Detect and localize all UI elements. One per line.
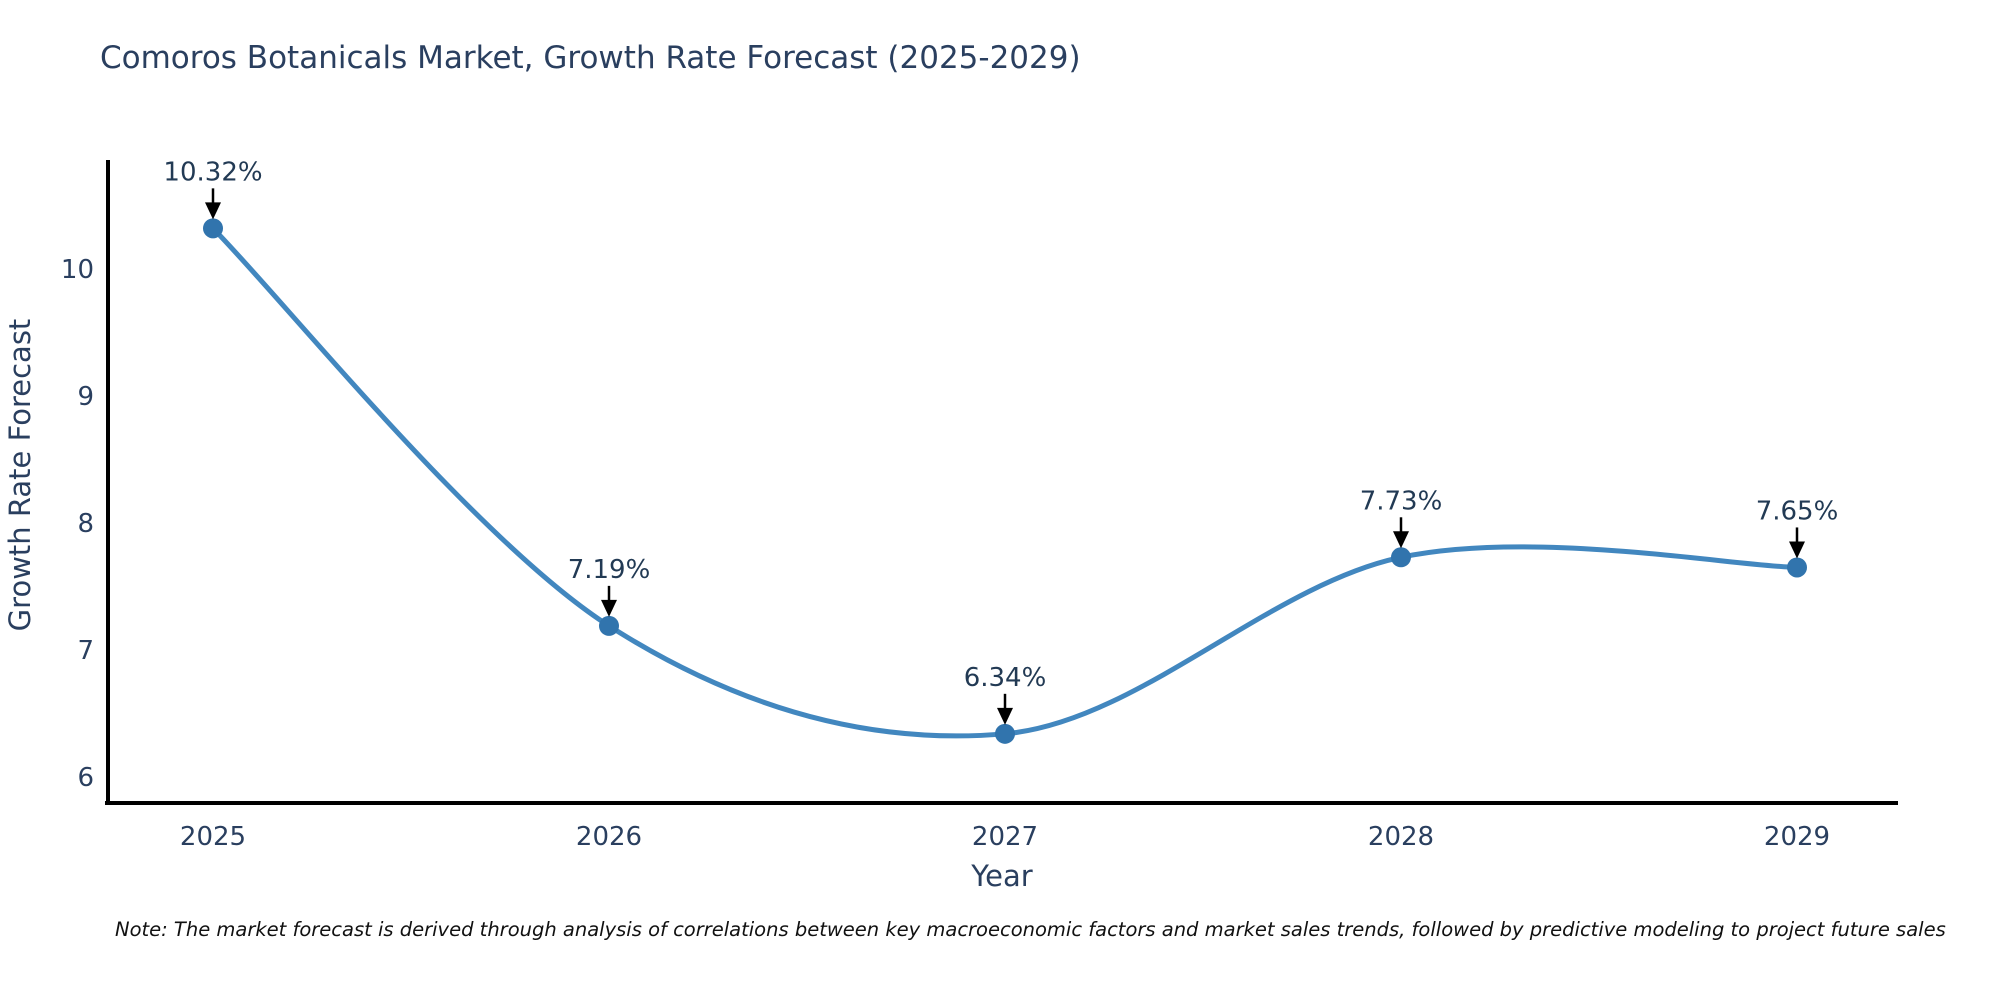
x-tick-label: 2029 <box>1764 822 1830 852</box>
y-tick-label: 9 <box>77 382 94 412</box>
annotation-arrow-head <box>205 202 221 220</box>
data-point-marker <box>203 218 223 239</box>
annotation: 7.65% <box>1756 496 1839 559</box>
annotation-arrow-head <box>601 599 617 617</box>
point-label: 10.32% <box>163 157 262 187</box>
chart-title: Comoros Botanicals Market, Growth Rate F… <box>100 40 1081 76</box>
y-axis-title: Growth Rate Forecast <box>3 319 37 632</box>
x-tick-label: 2026 <box>576 822 642 852</box>
data-point-marker <box>1391 547 1411 568</box>
x-axis-title: Year <box>970 859 1032 893</box>
footnote: Note: The market forecast is derived thr… <box>115 918 1946 941</box>
x-tick-label: 2027 <box>972 822 1038 852</box>
y-tick-label: 7 <box>77 636 94 666</box>
data-point-marker <box>599 615 619 636</box>
data-point-marker <box>1787 557 1807 578</box>
point-label: 6.34% <box>964 663 1047 693</box>
y-tick-label: 8 <box>77 509 94 539</box>
x-tick-label: 2028 <box>1368 822 1434 852</box>
y-tick-label: 10 <box>61 255 94 285</box>
x-tick-label: 2025 <box>180 822 246 852</box>
annotation-arrow-head <box>1393 531 1409 549</box>
annotation: 7.73% <box>1360 486 1443 549</box>
point-label: 7.73% <box>1360 486 1443 516</box>
annotation-arrow-head <box>997 707 1013 725</box>
annotation-arrow-head <box>1789 541 1805 559</box>
point-label: 7.65% <box>1756 496 1839 526</box>
annotation: 10.32% <box>163 157 263 220</box>
point-label: 7.19% <box>568 555 651 585</box>
forecast-line <box>210 225 1800 739</box>
y-tick-label: 6 <box>77 763 94 793</box>
data-point-marker <box>995 723 1015 744</box>
annotation: 7.19% <box>568 555 651 617</box>
annotation: 6.34% <box>964 663 1047 725</box>
